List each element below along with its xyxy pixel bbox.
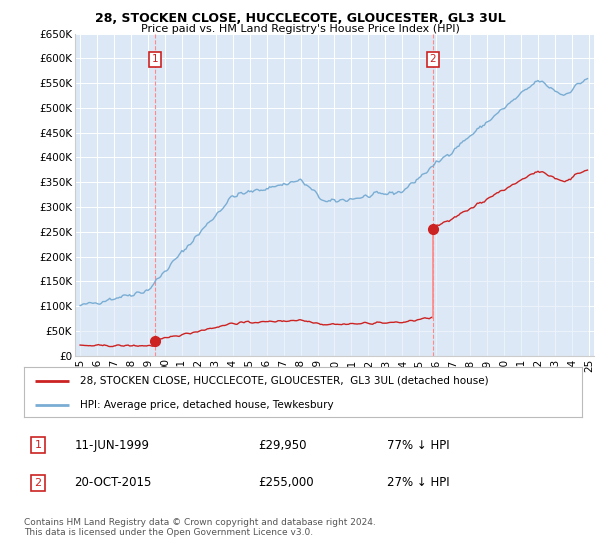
Text: HPI: Average price, detached house, Tewkesbury: HPI: Average price, detached house, Tewk…	[80, 400, 334, 409]
Text: 28, STOCKEN CLOSE, HUCCLECOTE, GLOUCESTER, GL3 3UL: 28, STOCKEN CLOSE, HUCCLECOTE, GLOUCESTE…	[95, 12, 505, 25]
Text: 28, STOCKEN CLOSE, HUCCLECOTE, GLOUCESTER,  GL3 3UL (detached house): 28, STOCKEN CLOSE, HUCCLECOTE, GLOUCESTE…	[80, 376, 488, 386]
Text: 2: 2	[34, 478, 41, 488]
Text: £255,000: £255,000	[259, 477, 314, 489]
Text: £29,950: £29,950	[259, 438, 307, 451]
Text: 2: 2	[430, 54, 436, 64]
Text: 1: 1	[152, 54, 159, 64]
Text: Price paid vs. HM Land Registry's House Price Index (HPI): Price paid vs. HM Land Registry's House …	[140, 24, 460, 34]
Text: 27% ↓ HPI: 27% ↓ HPI	[387, 477, 449, 489]
Text: 1: 1	[34, 440, 41, 450]
Text: 20-OCT-2015: 20-OCT-2015	[74, 477, 152, 489]
Text: Contains HM Land Registry data © Crown copyright and database right 2024.
This d: Contains HM Land Registry data © Crown c…	[24, 518, 376, 538]
Text: 77% ↓ HPI: 77% ↓ HPI	[387, 438, 449, 451]
Text: 11-JUN-1999: 11-JUN-1999	[74, 438, 149, 451]
